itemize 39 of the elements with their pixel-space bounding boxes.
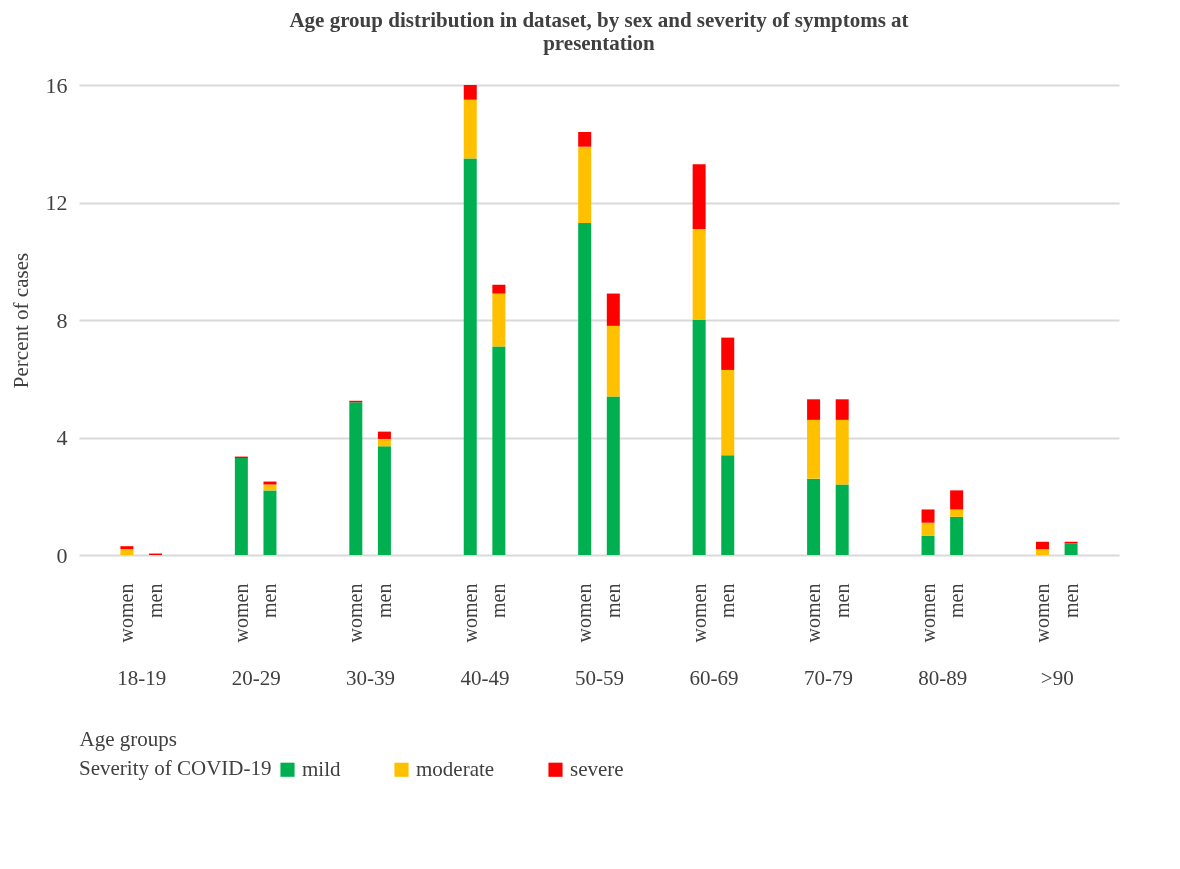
x-tick-label: women — [344, 583, 367, 643]
text: >90 — [1040, 665, 1074, 690]
x-tick-label: women — [458, 583, 481, 643]
y-tick-label: 8 — [56, 307, 68, 333]
text: 20-29 — [231, 665, 281, 690]
y-tick-label: 0 — [56, 542, 68, 568]
text: 18-19 — [117, 665, 167, 690]
x-tick-label: women — [573, 583, 596, 643]
x-tick-label: men — [716, 583, 739, 618]
x-tick-label: women — [802, 583, 825, 643]
x-tick-label: men — [487, 583, 510, 618]
text: 30-39 — [346, 665, 396, 690]
x-tick-label: women — [229, 583, 252, 643]
x-tick-label: men — [601, 583, 624, 618]
x-tick-label: men — [372, 583, 395, 618]
y-tick-label: 4 — [56, 425, 68, 450]
x-axis-title: Age groups — [79, 726, 177, 751]
x-tick-label: men — [144, 583, 167, 618]
x-tick-label: women — [687, 583, 710, 643]
x-tick-label: men — [945, 583, 968, 618]
text: 40-49 — [460, 665, 510, 690]
x-tick-label: men — [1059, 583, 1082, 618]
text: 50-59 — [575, 665, 624, 690]
x-tick-label: women — [115, 583, 138, 643]
x-tick-label: women — [1030, 583, 1053, 643]
legend-label: mild — [302, 756, 341, 781]
legend-title: Severity of COVID-19 — [79, 756, 272, 780]
legend-label: moderate — [416, 756, 495, 781]
x-tick-label: women — [916, 583, 939, 643]
x-tick-label: men — [830, 583, 853, 618]
y-tick-label: 16 — [45, 72, 68, 98]
y-tick-label: 12 — [45, 190, 68, 215]
y-axis-title: Percent of cases — [8, 252, 33, 389]
text: 80-89 — [918, 665, 968, 690]
legend-label: severe — [570, 756, 624, 781]
text: 60-69 — [689, 665, 739, 690]
text: 70-79 — [803, 665, 853, 690]
chart-title: Age group distribution in dataset, by sex and severity of symptoms at presentation — [289, 8, 909, 55]
x-tick-label: men — [258, 583, 281, 618]
